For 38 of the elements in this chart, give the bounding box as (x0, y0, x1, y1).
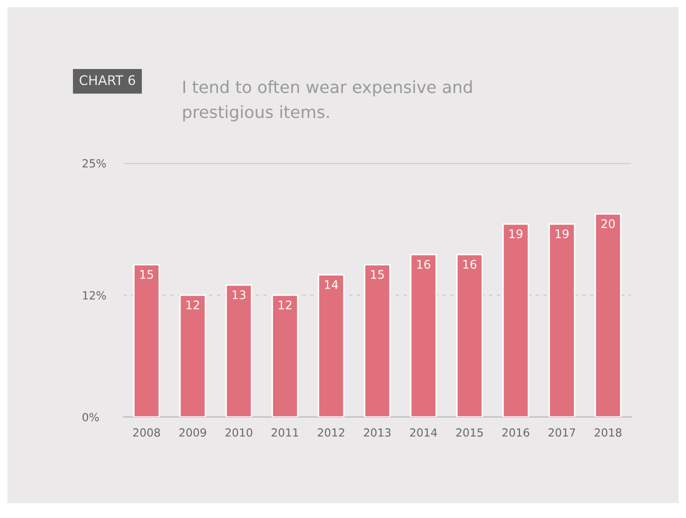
x-tick-label: 2016 (502, 428, 530, 437)
bar (272, 294, 298, 417)
bar (410, 254, 437, 417)
y-tick-label: 25% (82, 159, 106, 168)
bar (456, 254, 483, 417)
bar (133, 264, 160, 417)
bar (594, 213, 622, 417)
y-tick-label: 0% (82, 412, 99, 422)
data-label: 16 (463, 260, 476, 269)
x-tick-label: 2010 (226, 428, 252, 437)
data-label: 20 (601, 219, 615, 228)
data-label: 15 (371, 270, 384, 279)
bar (364, 264, 391, 417)
bar (502, 223, 530, 417)
x-tick-label: 2013 (364, 428, 391, 437)
bar (548, 223, 576, 417)
data-label: 12 (278, 300, 292, 310)
x-tick-label: 2008 (133, 428, 160, 437)
y-tick-label: 12% (83, 291, 106, 300)
x-tick-label: 2009 (179, 428, 206, 437)
data-label: 12 (186, 300, 200, 310)
x-tick-label: 2014 (410, 428, 437, 437)
bar (179, 294, 206, 417)
data-label: 19 (556, 229, 569, 238)
data-label: 15 (140, 270, 154, 279)
bar (318, 274, 345, 417)
data-label: 16 (417, 260, 430, 269)
x-tick-label: 2012 (318, 428, 344, 437)
chart-title: I tend to often wear expensive and prestigious items. (183, 80, 472, 122)
data-label: 14 (324, 280, 338, 289)
data-label: 13 (232, 290, 246, 300)
x-tick-label: 2015 (456, 428, 483, 437)
x-tick-label: 2018 (594, 428, 622, 437)
x-tick-label: 2011 (272, 428, 298, 437)
x-tick-label: 2017 (548, 428, 576, 437)
caption: CHART 6 (80, 75, 136, 86)
data-label: 19 (510, 229, 522, 238)
bar (225, 284, 252, 417)
